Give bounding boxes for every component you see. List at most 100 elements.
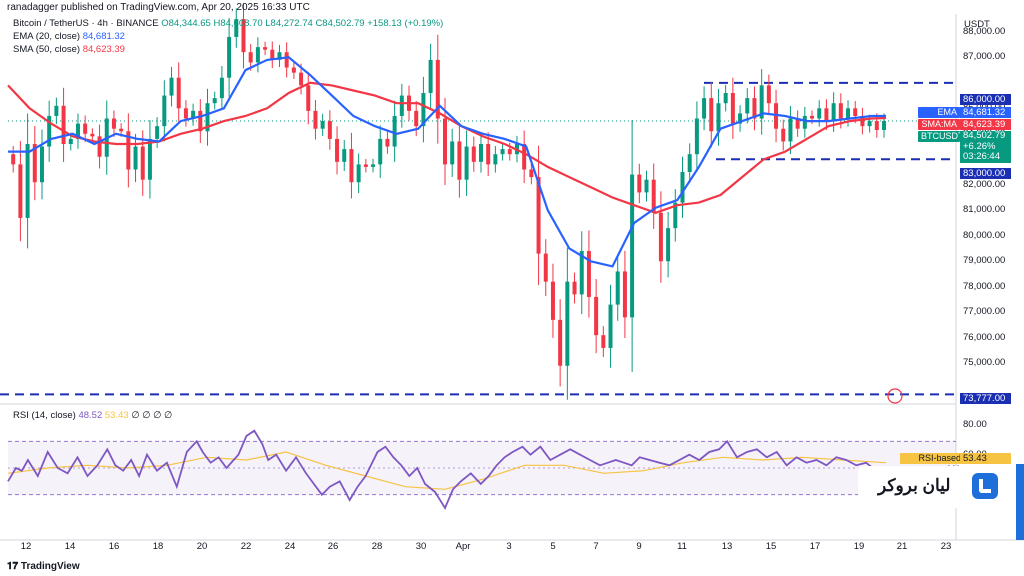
candle-body bbox=[119, 128, 124, 132]
rsi-extra: ∅ ∅ ∅ ∅ bbox=[131, 410, 173, 421]
candle-body bbox=[428, 59, 433, 94]
low-value: L84,272.74 bbox=[265, 18, 313, 29]
candle-body bbox=[486, 144, 491, 165]
candle-body bbox=[90, 133, 95, 137]
candle-body bbox=[644, 179, 649, 193]
candle-body bbox=[47, 115, 52, 147]
candle-body bbox=[111, 118, 116, 129]
candle-body bbox=[802, 115, 807, 129]
candle-body bbox=[147, 138, 152, 180]
candle-body bbox=[320, 121, 325, 129]
candle-body bbox=[594, 296, 599, 336]
candle-body bbox=[140, 146, 145, 180]
sma-label: SMA (50, close) bbox=[13, 44, 81, 55]
sma-legend[interactable]: SMA (50, close) 84,623.39 bbox=[13, 44, 125, 55]
candle-body bbox=[860, 115, 865, 127]
currency-label[interactable]: USDT bbox=[964, 19, 990, 30]
ema-value: 84,681.32 bbox=[82, 31, 125, 42]
time-tick: 17 bbox=[809, 541, 821, 552]
candle-body bbox=[255, 47, 260, 63]
price-tick: 87,000.00 bbox=[963, 51, 1006, 63]
time-tick: 9 bbox=[636, 541, 642, 552]
time-tick: 14 bbox=[64, 541, 76, 552]
price-tick: 75,000.00 bbox=[963, 357, 1006, 369]
candle-body bbox=[263, 47, 268, 50]
time-tick: 28 bbox=[371, 541, 383, 552]
time-tick: 7 bbox=[593, 541, 599, 552]
candle-body bbox=[183, 108, 188, 119]
time-tick: 26 bbox=[327, 541, 339, 552]
candle-body bbox=[464, 146, 469, 180]
candle-body bbox=[327, 121, 332, 139]
candle-body bbox=[306, 85, 311, 111]
candle-body bbox=[522, 144, 527, 170]
candle-body bbox=[169, 77, 174, 96]
candle-body bbox=[702, 98, 707, 119]
price-tick: 88,000.00 bbox=[963, 25, 1006, 37]
symbol-badge-name: BTCUSDT bbox=[918, 131, 964, 142]
symbol-badge-value: 84,502.79 bbox=[963, 130, 1006, 141]
price-tick: 82,000.00 bbox=[963, 178, 1006, 190]
candle-body bbox=[39, 146, 44, 183]
time-tick: 24 bbox=[284, 541, 296, 552]
candle-body bbox=[414, 110, 419, 127]
candle-body bbox=[608, 304, 613, 348]
time-tick: 5 bbox=[550, 541, 556, 552]
price-tick: 79,000.00 bbox=[963, 255, 1006, 267]
candle-body bbox=[529, 169, 534, 178]
candle-body bbox=[781, 128, 786, 142]
candle-body bbox=[11, 154, 16, 165]
candle-body bbox=[586, 251, 591, 297]
rsi-legend[interactable]: RSI (14, close) 48.52 53.43 ∅ ∅ ∅ ∅ bbox=[13, 410, 172, 421]
candle-body bbox=[83, 123, 88, 134]
ema-badge-value: 84,681.32 bbox=[960, 107, 1011, 118]
rsi-value: 48.52 bbox=[78, 410, 103, 421]
time-tick: 19 bbox=[853, 541, 865, 552]
candle-body bbox=[766, 85, 771, 104]
candle-body bbox=[536, 177, 541, 254]
broker-watermark: لیان بروکر bbox=[858, 466, 1008, 508]
candle-body bbox=[18, 164, 23, 218]
candle-body bbox=[795, 118, 800, 129]
candle-body bbox=[687, 154, 692, 173]
candle-body bbox=[385, 138, 390, 147]
candle-body bbox=[630, 174, 635, 318]
candle-body bbox=[335, 138, 340, 162]
candle-body bbox=[191, 110, 196, 119]
ema-badge-name: EMA bbox=[918, 107, 960, 118]
price-tick: 81,000.00 bbox=[963, 204, 1006, 216]
candle-body bbox=[75, 123, 80, 139]
change-value: +158.13 (+0.19%) bbox=[367, 18, 444, 29]
candle-body bbox=[392, 115, 397, 147]
rsi-ma-badge-name: RSI-based MA bbox=[900, 453, 964, 474]
candle-body bbox=[745, 98, 750, 114]
ema20-line bbox=[8, 56, 886, 268]
candle-body bbox=[694, 118, 699, 155]
candle-body bbox=[270, 49, 275, 60]
candle-body bbox=[248, 52, 253, 63]
candle-body bbox=[507, 149, 512, 155]
candle-body bbox=[61, 105, 66, 144]
candle-body bbox=[752, 98, 757, 119]
candle-body bbox=[831, 103, 836, 122]
price-tick: 78,000.00 bbox=[963, 280, 1006, 292]
candle-body bbox=[680, 172, 685, 203]
candle-body bbox=[543, 253, 548, 282]
candle-body bbox=[349, 149, 354, 183]
tradingview-logo[interactable]: 𝟏𝟕 TradingView bbox=[7, 561, 80, 572]
candle-body bbox=[291, 67, 296, 73]
ema-label: EMA (20, close) bbox=[13, 31, 81, 42]
candle-body bbox=[471, 146, 476, 162]
ema-legend[interactable]: EMA (20, close) 84,681.32 bbox=[13, 31, 125, 42]
time-tick: 12 bbox=[20, 541, 32, 552]
candle-body bbox=[730, 93, 735, 124]
candle-body bbox=[838, 103, 843, 119]
candle-body bbox=[284, 52, 289, 68]
price-tick: 76,000.00 bbox=[963, 331, 1006, 343]
candle-body bbox=[716, 103, 721, 132]
time-tick: 18 bbox=[152, 541, 164, 552]
symbol-legend: Bitcoin / TetherUS · 4h · BINANCE O84,34… bbox=[13, 18, 443, 29]
rsi-ma-value: 53.43 bbox=[104, 410, 129, 421]
